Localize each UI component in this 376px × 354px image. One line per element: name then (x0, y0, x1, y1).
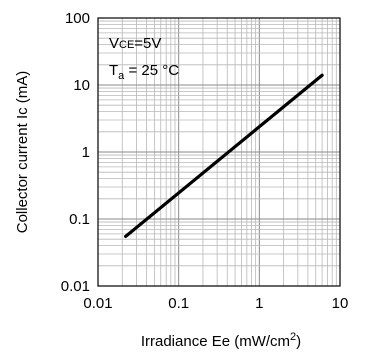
x-tick-label: 1 (255, 295, 263, 312)
y-tick-labels: 100 10 1 0.1 0.01 (61, 10, 90, 295)
x-tick-label: 10 (332, 295, 349, 312)
x-axis-label: Irradiance Ee (mW/cm2) (141, 331, 301, 350)
annotation-vce: VCE=5V (109, 35, 161, 52)
x-tick-labels: 0.01 0.1 1 10 (83, 295, 348, 312)
plot-frame (97, 17, 341, 287)
annotation-ta: Ta = 25 °C (109, 62, 179, 82)
x-tick-label: 0.01 (83, 295, 112, 312)
y-tick-label: 10 (73, 77, 90, 94)
series-line (124, 73, 324, 238)
series-layer (124, 73, 324, 238)
y-tick-label: 0.01 (61, 278, 90, 295)
y-tick-label: 0.1 (69, 211, 90, 228)
grid (97, 18, 340, 287)
y-tick-label: 1 (82, 144, 90, 161)
y-axis-label: Collector current Ic (mA) (14, 71, 31, 234)
y-tick-label: 100 (65, 10, 90, 27)
x-tick-label: 0.1 (168, 295, 189, 312)
